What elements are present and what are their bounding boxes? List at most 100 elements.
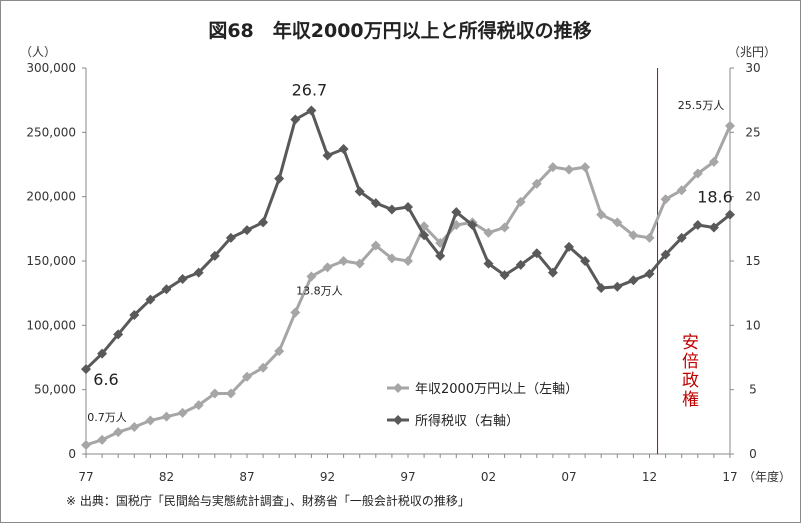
series-point-tax	[225, 232, 236, 243]
y-right-tick-label: 30	[745, 61, 760, 75]
y-right-tick-label: 25	[745, 125, 760, 139]
series-point-earners	[258, 362, 269, 373]
right-axis-unit: （兆円）	[728, 45, 776, 59]
series-point-tax	[97, 348, 108, 359]
x-tick-label: 77	[78, 470, 93, 484]
series-point-tax	[242, 225, 252, 236]
x-tick-label: 17	[722, 470, 737, 484]
x-axis-unit: （年度）	[743, 469, 791, 484]
series-point-earners	[644, 232, 655, 243]
series-point-tax	[113, 329, 124, 340]
y-left-tick-label: 250,000	[26, 125, 76, 139]
series-point-earners	[692, 168, 703, 179]
series-point-earners	[209, 388, 220, 399]
series-point-earners	[547, 162, 558, 173]
series-point-tax	[370, 198, 381, 209]
annotation-tax-2017: 18.6	[697, 188, 733, 207]
series-point-tax	[306, 105, 317, 116]
legend-label-earners: 年収2000万円以上（左軸）	[415, 382, 578, 397]
series-point-earners	[242, 371, 252, 382]
x-tick-label: 92	[320, 470, 335, 484]
y-left-tick-label: 300,000	[26, 61, 76, 75]
annotations: 6.6 26.7 18.6 0.7万人 13.8万人 25.5万人	[87, 80, 733, 424]
series-point-tax	[161, 284, 172, 295]
series-layer	[81, 105, 735, 450]
x-tick-label: 07	[561, 470, 576, 484]
y-right-tick-label: 5	[749, 383, 757, 397]
x-tick-label: 02	[481, 470, 496, 484]
series-point-tax	[386, 204, 397, 215]
series-point-tax	[708, 222, 719, 233]
annotation-tax-1977: 6.6	[93, 370, 118, 389]
annotation-earners-1977: 0.7万人	[87, 411, 127, 424]
y-right-tick-label: 10	[745, 318, 760, 332]
series-point-earners	[113, 427, 124, 438]
series-point-tax	[258, 217, 269, 228]
series-point-tax	[628, 275, 639, 286]
y-left-tick-label: 100,000	[26, 318, 76, 332]
x-tick-label: 97	[400, 470, 415, 484]
y-left-tick-label: 200,000	[26, 190, 76, 204]
y-right-tick-label: 0	[749, 447, 757, 461]
series-point-earners	[274, 346, 285, 357]
series-point-earners	[225, 388, 236, 399]
series-point-tax	[451, 207, 462, 218]
x-tick-label: 82	[159, 470, 174, 484]
legend: 年収2000万円以上（左軸） 所得税収（右軸）	[387, 382, 578, 429]
series-point-earners	[81, 439, 91, 450]
series-point-earners	[483, 227, 494, 238]
series-point-earners	[515, 196, 526, 207]
series-point-earners	[596, 209, 607, 220]
series-point-earners	[177, 407, 188, 418]
y-left-tick-label: 50,000	[34, 383, 76, 397]
series-point-tax	[612, 281, 623, 292]
series-point-tax	[274, 173, 285, 184]
annotation-earners-2017: 25.5万人	[678, 99, 725, 112]
series-point-earners	[145, 415, 156, 426]
series-point-tax	[564, 241, 574, 252]
x-tick-label: 12	[642, 470, 657, 484]
series-point-tax	[193, 267, 204, 278]
x-tick-label: 87	[239, 470, 254, 484]
series-point-tax	[322, 150, 333, 161]
series-point-tax	[596, 283, 607, 294]
series-point-earners	[564, 164, 574, 175]
series-point-earners	[580, 162, 591, 173]
series-point-tax	[145, 294, 156, 305]
series-point-earners	[97, 434, 108, 445]
series-point-tax	[467, 219, 478, 230]
legend-marker-earners	[393, 383, 403, 393]
series-point-tax	[660, 249, 671, 260]
chart-title: 図68 年収2000万円以上と所得税収の推移	[208, 19, 591, 42]
series-point-tax	[676, 232, 687, 243]
series-point-earners	[628, 230, 639, 241]
series-point-earners	[338, 256, 349, 266]
abe-period-label-char: 安	[682, 333, 699, 353]
series-point-earners	[499, 222, 510, 233]
abe-period-label-char: 権	[682, 390, 699, 410]
y-right-tick-label: 15	[745, 254, 760, 268]
series-point-earners	[531, 178, 542, 189]
series-point-earners	[161, 411, 172, 422]
series-point-earners	[676, 185, 687, 196]
legend-marker-tax	[393, 415, 403, 425]
series-point-tax	[403, 201, 413, 212]
annotation-tax-1991: 26.7	[292, 80, 328, 99]
series-line-earners	[85, 125, 732, 447]
series-point-earners	[322, 262, 333, 273]
series-point-tax	[338, 144, 349, 155]
source-note: ※ 出典：国税庁「民間給与実態統計調査」、財務省「一般会計税収の推移」	[66, 493, 470, 508]
series-point-earners	[660, 194, 671, 205]
series-point-tax	[81, 364, 91, 375]
series-point-tax	[435, 250, 446, 261]
abe-period-label-char: 政	[682, 371, 699, 391]
series-point-tax	[290, 114, 301, 125]
series-point-tax	[177, 274, 188, 285]
series-point-tax	[692, 219, 703, 230]
series-point-earners	[193, 400, 204, 411]
series-point-earners	[306, 271, 317, 282]
series-point-earners	[612, 217, 623, 228]
series-point-tax	[515, 259, 526, 270]
